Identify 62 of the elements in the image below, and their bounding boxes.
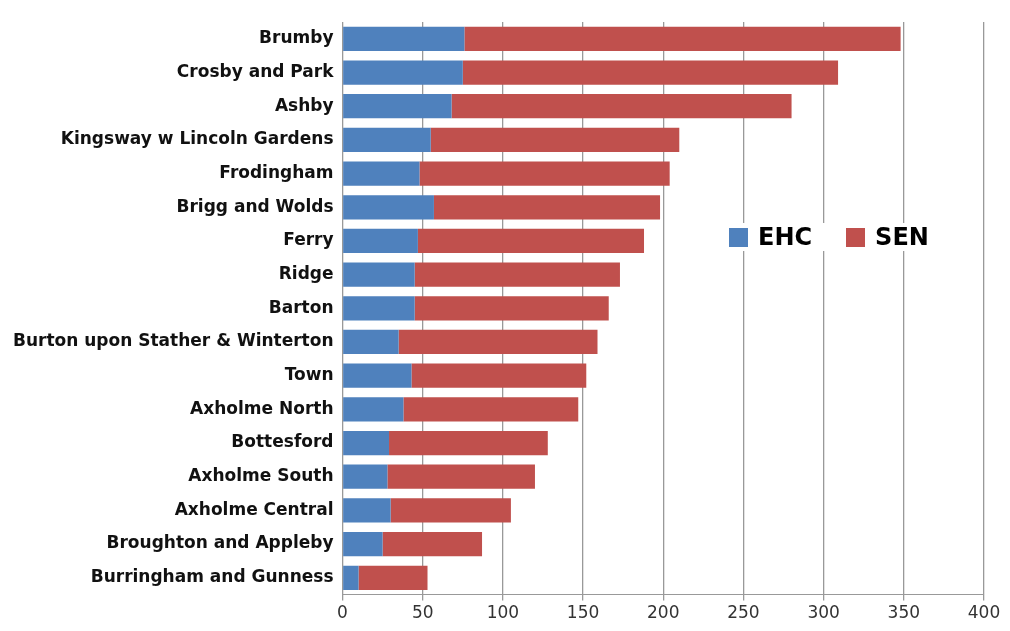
y-tick-label: Axholme South bbox=[188, 465, 334, 486]
bar bbox=[411, 363, 587, 388]
y-tick-label: Burringham and Gunness bbox=[90, 566, 334, 587]
y-tick-label: Axholme Central bbox=[174, 498, 334, 519]
bar bbox=[417, 228, 645, 254]
bar bbox=[382, 531, 483, 557]
bar bbox=[390, 498, 511, 523]
y-tick-label: Axholme North bbox=[190, 397, 334, 418]
x-tick-label: 400 bbox=[967, 602, 1001, 623]
y-tick-label: Brigg and Wolds bbox=[176, 195, 334, 216]
x-tick-label: 150 bbox=[566, 602, 600, 623]
x-tick-label: 100 bbox=[486, 602, 520, 623]
bar bbox=[343, 195, 434, 220]
bar bbox=[343, 296, 415, 321]
bar bbox=[464, 26, 901, 51]
bar bbox=[358, 565, 428, 590]
bar bbox=[343, 464, 388, 489]
bar bbox=[343, 531, 383, 557]
bar bbox=[343, 228, 418, 254]
y-tick-label: Barton bbox=[268, 296, 334, 317]
bar bbox=[343, 430, 390, 456]
y-tick-label: Ridge bbox=[278, 263, 334, 284]
bar bbox=[343, 329, 399, 355]
x-tick-label: 250 bbox=[727, 602, 760, 623]
bar bbox=[398, 329, 598, 355]
y-tick-label: Ashby bbox=[274, 94, 334, 115]
bar bbox=[451, 94, 792, 119]
y-tick-label: Frodingham bbox=[219, 161, 334, 182]
bar bbox=[343, 127, 431, 153]
bar bbox=[430, 127, 680, 153]
bar bbox=[343, 498, 391, 523]
bar bbox=[343, 26, 465, 51]
bar bbox=[462, 60, 839, 85]
bar bbox=[389, 430, 548, 456]
y-tick-label: Brumby bbox=[259, 27, 334, 48]
y-tick-label: Town bbox=[284, 364, 334, 385]
bar bbox=[343, 161, 420, 186]
x-tick-label: 300 bbox=[807, 602, 840, 623]
x-tick-label: 200 bbox=[647, 602, 680, 623]
y-tick-label: Kingsway w Lincoln Gardens bbox=[60, 128, 334, 149]
bar bbox=[343, 363, 412, 388]
bar bbox=[387, 464, 535, 489]
legend-label: SEN bbox=[875, 223, 929, 252]
y-tick-label: Bottesford bbox=[231, 431, 334, 452]
legend-label: EHC bbox=[758, 223, 813, 252]
bar bbox=[343, 565, 359, 590]
x-tick-label: 350 bbox=[887, 602, 921, 623]
bar bbox=[433, 195, 661, 220]
bar bbox=[343, 262, 415, 287]
x-tick-label: 0 bbox=[337, 602, 348, 623]
y-tick-label: Broughton and Appleby bbox=[106, 532, 334, 553]
y-tick-label: Ferry bbox=[283, 229, 334, 250]
bar bbox=[343, 397, 404, 422]
bar bbox=[403, 397, 579, 422]
y-tick-label: Crosby and Park bbox=[176, 60, 335, 81]
bar bbox=[343, 60, 463, 85]
y-tick-label: Burton upon Stather & Winterton bbox=[12, 330, 334, 351]
bar bbox=[414, 262, 620, 287]
bar bbox=[419, 161, 670, 186]
bar bbox=[414, 296, 609, 321]
x-tick-label: 50 bbox=[411, 602, 434, 623]
bar bbox=[343, 94, 452, 119]
